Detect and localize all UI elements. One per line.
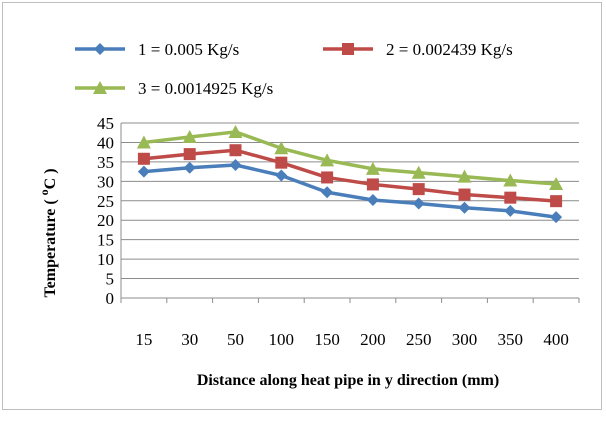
- legend: 1 = 0.005 Kg/s 2 = 0.002439 Kg/s 3 = 0.001…: [75, 40, 513, 98]
- y-tick-label: 20: [97, 211, 114, 230]
- y-tick-label: 0: [106, 289, 115, 308]
- data-point-marker: [458, 188, 471, 201]
- x-tick-label: 200: [360, 330, 386, 349]
- y-tick-label: 45: [97, 114, 114, 133]
- data-point-marker: [412, 183, 425, 196]
- x-axis-ticks: 15 30 50 100 150 200 250 300 350 400: [120, 298, 580, 349]
- data-point-marker: [137, 152, 150, 165]
- x-tick-label: 50: [227, 330, 244, 349]
- data-point-marker: [182, 130, 197, 143]
- y-tick-label: 30: [97, 172, 114, 191]
- x-tick-label: 250: [406, 330, 432, 349]
- data-point-marker: [549, 177, 564, 191]
- legend-entry: 1 = 0.005 Kg/s: [75, 40, 239, 59]
- data-point-marker: [321, 186, 334, 199]
- data-point-marker: [504, 191, 517, 204]
- y-tick-label: 10: [97, 250, 114, 269]
- line-chart: 1 = 0.005 Kg/s 2 = 0.002439 Kg/s 3 = 0.001…: [37, 40, 580, 389]
- data-point-marker: [183, 161, 196, 174]
- series-2: [137, 144, 563, 208]
- legend-label: 2 = 0.002439 Kg/s: [386, 40, 513, 59]
- chart-frame: 1 = 0.005 Kg/s 2 = 0.002439 Kg/s 3 = 0.001…: [2, 2, 602, 410]
- series-line: [143, 130, 557, 186]
- data-point-marker: [458, 201, 471, 214]
- data-point-marker: [136, 135, 151, 149]
- y-axis-title-text: Temperature (: [42, 195, 59, 297]
- x-tick-label: 30: [181, 330, 198, 349]
- data-point-marker: [321, 171, 334, 184]
- y-tick-label: 35: [97, 153, 114, 172]
- data-point-marker: [504, 204, 517, 217]
- y-axis-title-text: C ): [42, 168, 59, 189]
- data-point-marker: [275, 156, 288, 169]
- legend-marker: [342, 43, 354, 55]
- y-axis-title: Temperature ( oC ): [37, 168, 59, 297]
- data-point-marker: [365, 161, 380, 175]
- x-tick-label: 300: [452, 330, 478, 349]
- series-line: [143, 148, 557, 203]
- data-point-marker: [183, 148, 196, 161]
- data-point-marker: [411, 165, 426, 179]
- data-point-marker: [320, 153, 335, 167]
- x-tick-label: 150: [314, 330, 340, 349]
- y-axis-title-superscript: o: [37, 189, 51, 195]
- data-point-marker: [229, 159, 242, 171]
- y-tick-label: 15: [97, 231, 114, 250]
- y-tick-label: 25: [97, 192, 114, 211]
- legend-label: 1 = 0.005 Kg/s: [138, 40, 239, 59]
- x-tick-label: 400: [543, 330, 569, 349]
- data-point-marker: [366, 178, 379, 191]
- y-tick-label: 5: [106, 270, 115, 289]
- series-line: [143, 163, 557, 219]
- x-tick-label: 350: [498, 330, 524, 349]
- y-tick-label: 40: [97, 133, 114, 152]
- legend-marker: [94, 43, 106, 55]
- legend-entry: 3 = 0.0014925 Kg/s: [75, 79, 273, 98]
- x-axis-title: Distance along heat pipe in y direction …: [197, 372, 499, 389]
- series-layer: [136, 124, 564, 224]
- data-point-marker: [550, 211, 563, 224]
- data-point-marker: [137, 165, 150, 178]
- x-tick-label: 100: [269, 330, 295, 349]
- legend-label: 3 = 0.0014925 Kg/s: [138, 79, 273, 98]
- legend-entry: 2 = 0.002439 Kg/s: [323, 40, 513, 59]
- data-point-marker: [366, 194, 379, 206]
- data-point-marker: [412, 197, 425, 210]
- data-point-marker: [228, 124, 243, 138]
- x-tick-label: 15: [135, 330, 152, 349]
- data-point-marker: [503, 173, 518, 187]
- data-point-marker: [229, 144, 242, 157]
- data-point-marker: [457, 169, 472, 183]
- data-point-marker: [274, 141, 289, 155]
- series-1: [137, 159, 563, 224]
- legend-marker: [93, 81, 107, 94]
- series-3: [136, 124, 564, 191]
- data-point-marker: [550, 195, 563, 208]
- data-point-marker: [275, 169, 288, 182]
